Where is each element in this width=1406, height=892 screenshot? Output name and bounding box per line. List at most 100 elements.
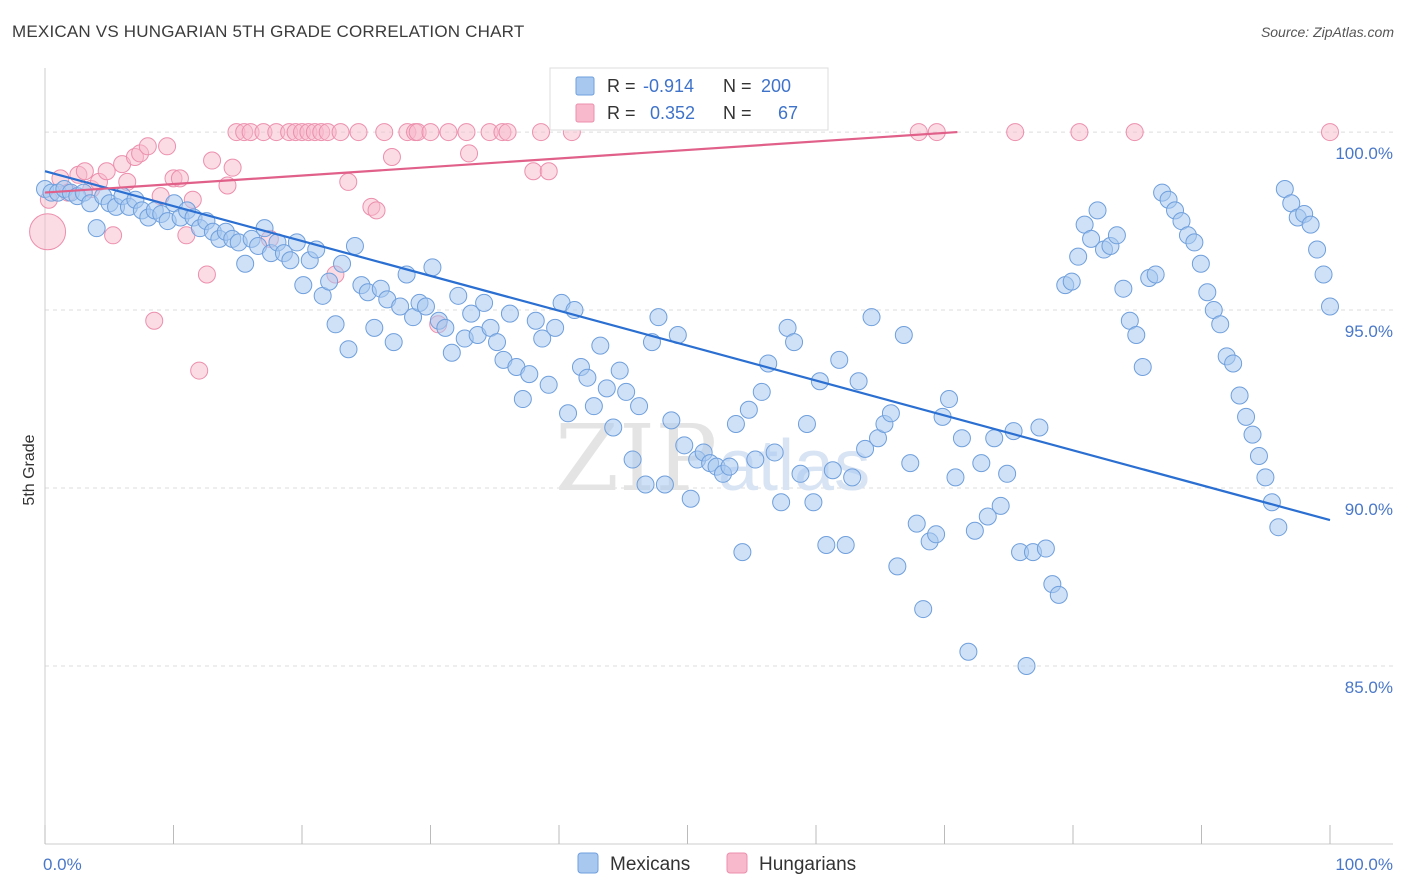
mexicans-point <box>991 496 1010 515</box>
mexicans-point <box>584 397 603 416</box>
hungarians-point <box>197 265 216 284</box>
hungarians-point <box>223 158 242 177</box>
mexicans-point <box>475 293 494 312</box>
mexicans-point <box>927 525 946 544</box>
mexicans-point <box>1230 386 1249 405</box>
mexicans-point <box>836 535 855 554</box>
legend-n-label: N = <box>723 103 752 123</box>
mexicans-point <box>817 535 836 554</box>
y-tick-label: 100.0% <box>1335 144 1393 163</box>
hungarians-point <box>382 147 401 166</box>
legend-mexicans-n: 200 <box>761 76 791 96</box>
mexicans-point <box>610 361 629 380</box>
hungarians-point <box>367 201 386 220</box>
chart-source: Source: ZipAtlas.com <box>1260 24 1394 40</box>
mexicans-point <box>746 450 765 469</box>
trend-lines <box>44 130 1331 522</box>
mexicans-point <box>1237 407 1256 426</box>
hungarians-point <box>138 137 157 156</box>
mexicans-point <box>1082 229 1101 248</box>
mexicans-point <box>1069 247 1088 266</box>
mexicans-trend-line <box>44 170 1331 522</box>
mexicans-point <box>772 493 791 512</box>
mexicans-point <box>856 439 875 458</box>
mexicans-point <box>675 436 694 455</box>
mexicans-point <box>500 304 519 323</box>
legend-r-label: R = <box>607 76 636 96</box>
mexicans-point <box>804 493 823 512</box>
mexicans-point <box>604 418 623 437</box>
x-tick-label: 100.0% <box>1335 855 1393 874</box>
mexicans-point <box>1004 422 1023 441</box>
chart-title: MEXICAN VS HUNGARIAN 5TH GRADE CORRELATI… <box>12 22 525 41</box>
mexicans-point <box>1107 226 1126 245</box>
x-tick-label: 0.0% <box>43 855 82 874</box>
mexicans-point <box>449 286 468 305</box>
hungarians-point <box>203 151 222 170</box>
mexicans-point <box>1146 265 1165 284</box>
mexicans-point <box>294 276 313 295</box>
bottom-legend-hungarians: Hungarians <box>759 854 856 875</box>
hungarians-point <box>460 144 479 163</box>
legend-hungarians-r: 0.352 <box>650 103 695 123</box>
mexicans-point <box>894 325 913 344</box>
mexicans-point <box>946 468 965 487</box>
mexicans-point <box>597 379 616 398</box>
legend-hungarians-n: 67 <box>778 103 798 123</box>
mexicans-point <box>617 382 636 401</box>
gridlines <box>45 131 1393 667</box>
hungarians-point <box>524 162 543 181</box>
mexicans-point <box>384 333 403 352</box>
mexicans-point <box>87 219 106 238</box>
hungarians-point <box>1321 123 1339 142</box>
mexicans-point <box>1198 283 1217 302</box>
mexicans-point <box>1088 201 1107 220</box>
mexicans-point <box>1301 215 1320 234</box>
mexicans-point <box>978 507 997 526</box>
mexicans-point <box>1224 354 1243 373</box>
mexicans-point <box>914 600 933 619</box>
mexicans-point <box>862 308 881 327</box>
y-axis-label: 5th Grade <box>21 434 38 505</box>
hungarians-point <box>421 123 440 142</box>
hungarians-point <box>909 123 928 142</box>
mexicans-point <box>559 404 578 423</box>
hungarians-point <box>75 162 94 181</box>
mexicans-point <box>539 375 558 394</box>
mexicans-point <box>849 372 868 391</box>
mexicans-point <box>287 233 306 252</box>
hungarians-point <box>1006 123 1025 142</box>
hungarians-point <box>375 123 394 142</box>
mexicans-point <box>662 411 681 430</box>
mexicans-point <box>720 457 739 476</box>
mexicans-point <box>1321 297 1339 316</box>
hungarians-point <box>145 311 164 330</box>
bottom-legend-mexicans-swatch <box>577 852 599 874</box>
hungarians-point <box>158 137 177 156</box>
mexicans-point <box>765 443 784 462</box>
mexicans-point <box>630 397 649 416</box>
mexicans-point <box>1191 254 1210 273</box>
y-tick-label: 90.0% <box>1345 500 1393 519</box>
mexicans-point <box>681 489 700 508</box>
mexicans-point <box>513 390 532 409</box>
hungarians-trend-line <box>44 130 958 194</box>
mexicans-point <box>636 475 655 494</box>
mexicans-point <box>345 236 364 255</box>
mexicans-point <box>236 254 255 273</box>
mexicans-point <box>888 557 907 576</box>
mexicans-point <box>881 404 900 423</box>
legend-mexicans-swatch <box>575 76 595 96</box>
mexicans-point <box>520 365 539 384</box>
mexicans-point <box>339 340 358 359</box>
hungarians-point <box>29 213 67 251</box>
mexicans-point <box>985 429 1004 448</box>
mexicans-point <box>1269 518 1288 537</box>
hungarians-point <box>97 162 116 181</box>
mexicans-point <box>965 521 984 540</box>
y-tick-label: 95.0% <box>1345 322 1393 341</box>
mexicans-point <box>591 336 610 355</box>
legend-r-label: R = <box>607 103 636 123</box>
mexicans-point <box>1243 425 1262 444</box>
